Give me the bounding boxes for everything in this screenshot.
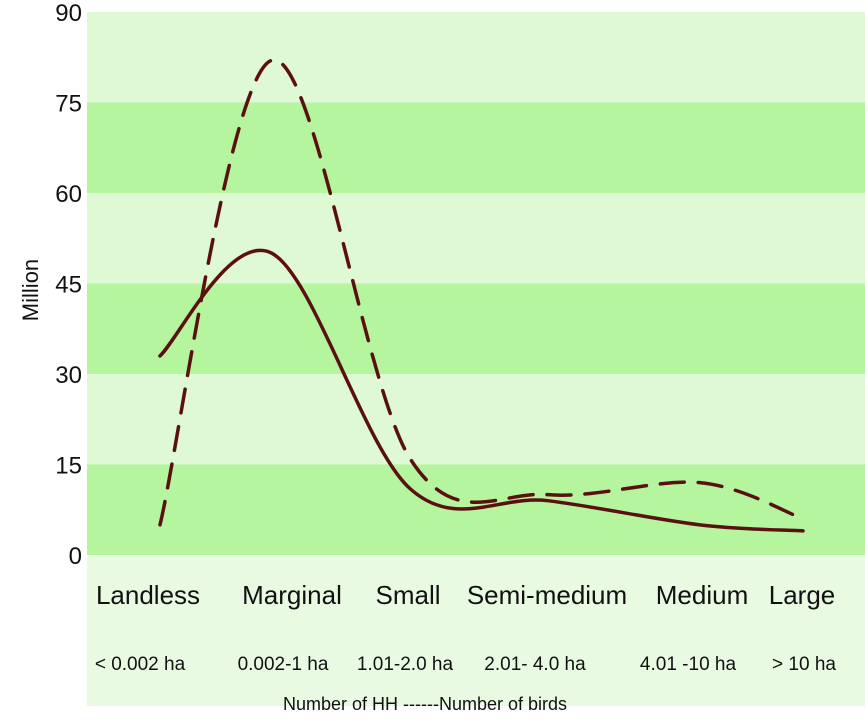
- y-tick-label: 30: [55, 362, 82, 389]
- x-category-label: Marginal: [242, 580, 342, 610]
- category-strip: [87, 556, 865, 706]
- series-lines: [158, 58, 805, 533]
- background-band: [87, 102, 865, 193]
- x-category-label: Large: [769, 580, 836, 610]
- y-tick-label: 0: [69, 543, 82, 570]
- x-subcategory-label: 4.01 -10 ha: [640, 654, 737, 675]
- x-subcategory-label: 1.01-2.0 ha: [357, 654, 454, 675]
- x-axis-label: Number of HH ------Number of birds: [283, 694, 567, 714]
- y-axis-label: Million: [18, 259, 43, 321]
- x-axis-categories: Landless Marginal Small Semi-medium Medium La…: [96, 580, 835, 610]
- y-tick-label: 15: [55, 453, 82, 480]
- x-category-label: Small: [375, 580, 440, 610]
- y-axis-ticks: 0 15 30 45 60 75 90: [55, 0, 82, 570]
- y-tick-label: 60: [55, 181, 82, 208]
- y-tick-label: 45: [55, 272, 82, 299]
- background-band: [87, 374, 865, 465]
- y-tick-label: 75: [55, 91, 82, 118]
- x-subcategory-label: < 0.002 ha: [95, 654, 186, 675]
- background-band: [87, 12, 865, 103]
- x-category-label: Semi-medium: [467, 580, 627, 610]
- background-bands: [87, 12, 865, 555]
- x-subcategory-label: 2.01- 4.0 ha: [484, 654, 586, 675]
- background-band: [87, 193, 865, 284]
- x-subcategory-label: 0.002-1 ha: [238, 654, 329, 675]
- series-line-dashed: [158, 58, 805, 527]
- x-axis-subcategories: < 0.002 ha 0.002-1 ha 1.01-2.0 ha 2.01- 4.0…: [95, 654, 837, 675]
- background-band: [87, 464, 865, 555]
- background-band: [87, 283, 865, 374]
- x-category-label: Landless: [96, 580, 200, 610]
- y-tick-label: 90: [55, 0, 82, 27]
- x-category-label: Medium: [656, 580, 748, 610]
- x-subcategory-label: > 10 ha: [772, 654, 836, 675]
